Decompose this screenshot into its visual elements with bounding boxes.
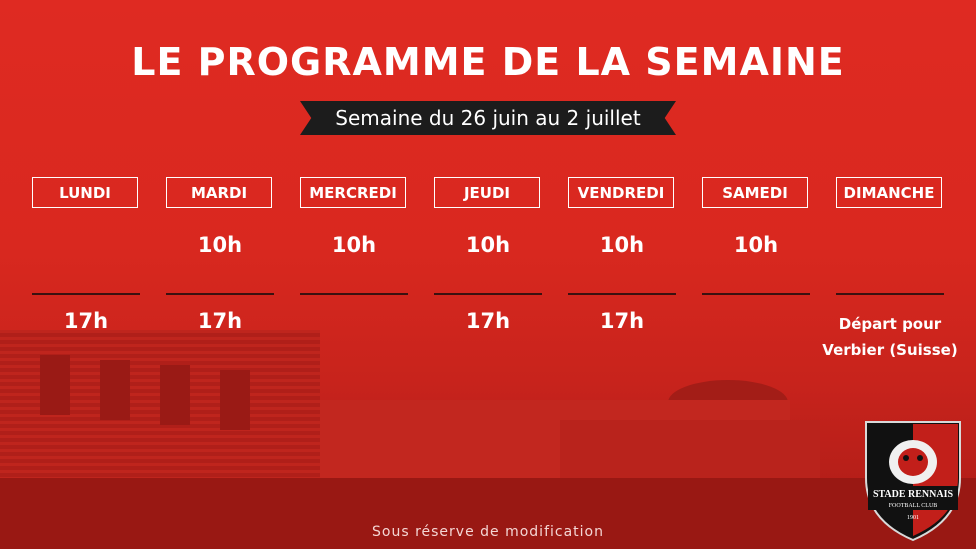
day-header-samedi: SAMEDI (702, 177, 808, 208)
lundi-afternoon-session: 17h (63, 309, 109, 333)
mardi-afternoon-session: 17h (197, 309, 243, 333)
samedi-morning-session: 10h (733, 233, 779, 257)
svg-text:1901: 1901 (907, 515, 919, 521)
day-header-lundi: LUNDI (32, 177, 138, 208)
week-label: Semaine du 26 juin au 2 juillet (335, 106, 641, 130)
vendredi-afternoon-session: 17h (599, 309, 645, 333)
disclaimer: Sous réserve de modification (372, 524, 604, 540)
jeudi-afternoon-session: 17h (465, 309, 511, 333)
jeudi-morning-session: 10h (465, 233, 511, 257)
day-header-mercredi: MERCREDI (300, 177, 406, 208)
day-header-jeudi: JEUDI (434, 177, 540, 208)
divider-mercredi (300, 293, 408, 295)
page-title: LE PROGRAMME DE LA SEMAINE (131, 40, 845, 84)
divider-mardi (166, 293, 274, 295)
mercredi-morning-session: 10h (331, 233, 377, 257)
divider-lundi (32, 293, 140, 295)
day-header-dimanche: DIMANCHE (836, 177, 942, 208)
stade-rennais-crest: STADE RENNAIS FOOTBALL CLUB 1901 (862, 416, 964, 544)
week-banner: Semaine du 26 juin au 2 juillet (300, 101, 676, 135)
vendredi-morning-session: 10h (599, 233, 645, 257)
divider-dimanche (836, 293, 944, 295)
svg-text:STADE RENNAIS: STADE RENNAIS (873, 489, 954, 500)
day-header-vendredi: VENDREDI (568, 177, 674, 208)
divider-samedi (702, 293, 810, 295)
day-header-mardi: MARDI (166, 177, 272, 208)
svg-text:FOOTBALL CLUB: FOOTBALL CLUB (889, 503, 938, 509)
divider-vendredi (568, 293, 676, 295)
divider-jeudi (434, 293, 542, 295)
mardi-morning-session: 10h (197, 233, 243, 257)
dimanche-departure-note: Départ pour Verbier (Suisse) (822, 315, 958, 359)
